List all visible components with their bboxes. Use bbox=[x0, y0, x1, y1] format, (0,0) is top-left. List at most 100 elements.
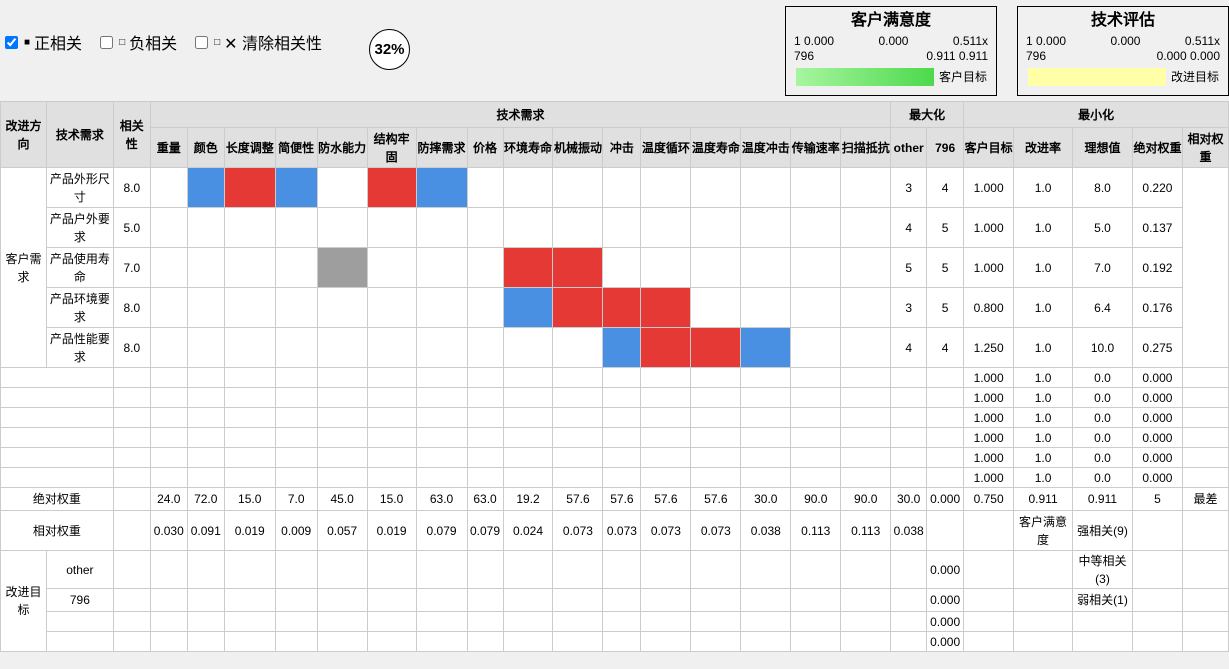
clear-correlation-option[interactable]: □ ✕ 清除相关性 bbox=[195, 30, 322, 54]
correlation-cell[interactable] bbox=[740, 327, 792, 368]
tech-column-header[interactable]: 重量 bbox=[149, 127, 188, 168]
target-cell[interactable] bbox=[366, 631, 417, 652]
empty-cell[interactable] bbox=[740, 387, 792, 408]
empty-cell[interactable] bbox=[740, 447, 792, 468]
empty-cell[interactable] bbox=[640, 367, 692, 388]
empty-cell[interactable] bbox=[502, 427, 554, 448]
empty-cell[interactable] bbox=[366, 467, 417, 488]
correlation-cell[interactable] bbox=[149, 247, 188, 288]
correlation-cell[interactable] bbox=[690, 167, 742, 208]
empty-cell[interactable] bbox=[840, 447, 892, 468]
correlation-cell[interactable] bbox=[366, 327, 417, 368]
empty-cell[interactable] bbox=[415, 387, 468, 408]
correlation-cell[interactable] bbox=[186, 247, 225, 288]
target-cell[interactable] bbox=[466, 611, 504, 632]
empty-cell[interactable] bbox=[602, 407, 642, 428]
target-cell[interactable] bbox=[840, 550, 892, 589]
empty-cell[interactable] bbox=[690, 407, 742, 428]
empty-cell[interactable] bbox=[690, 467, 742, 488]
empty-cell[interactable] bbox=[316, 387, 368, 408]
target-cell[interactable] bbox=[366, 611, 417, 632]
target-cell[interactable] bbox=[640, 588, 692, 612]
correlation-cell[interactable] bbox=[640, 287, 692, 328]
target-cell[interactable] bbox=[740, 611, 792, 632]
correlation-cell[interactable] bbox=[186, 207, 225, 248]
empty-cell[interactable] bbox=[149, 367, 188, 388]
empty-cell[interactable] bbox=[316, 367, 368, 388]
correlation-cell[interactable] bbox=[316, 207, 368, 248]
target-cell[interactable] bbox=[186, 550, 225, 589]
correlation-cell[interactable] bbox=[366, 247, 417, 288]
negative-checkbox[interactable] bbox=[100, 35, 114, 49]
empty-cell[interactable] bbox=[366, 367, 417, 388]
correlation-cell[interactable] bbox=[466, 247, 504, 288]
empty-cell[interactable] bbox=[602, 387, 642, 408]
target-cell[interactable] bbox=[112, 588, 151, 612]
empty-cell[interactable] bbox=[790, 447, 842, 468]
empty-cell[interactable] bbox=[640, 387, 692, 408]
empty-cell[interactable] bbox=[112, 387, 151, 408]
correlation-cell[interactable] bbox=[552, 287, 604, 328]
correlation-cell[interactable] bbox=[690, 327, 742, 368]
correlation-cell[interactable] bbox=[502, 207, 554, 248]
target-cell[interactable] bbox=[316, 611, 368, 632]
correlation-cell[interactable] bbox=[415, 247, 468, 288]
empty-cell[interactable] bbox=[274, 407, 318, 428]
correlation-cell[interactable] bbox=[690, 207, 742, 248]
empty-cell[interactable] bbox=[840, 367, 892, 388]
empty-cell[interactable] bbox=[740, 367, 792, 388]
target-cell[interactable] bbox=[740, 550, 792, 589]
tech-column-header[interactable]: 结构牢固 bbox=[366, 127, 417, 168]
target-cell[interactable] bbox=[602, 550, 642, 589]
empty-cell[interactable] bbox=[552, 407, 604, 428]
empty-cell[interactable] bbox=[790, 467, 842, 488]
empty-cell[interactable] bbox=[840, 387, 892, 408]
correlation-cell[interactable] bbox=[149, 287, 188, 328]
correlation-cell[interactable] bbox=[552, 327, 604, 368]
correlation-cell[interactable] bbox=[466, 287, 504, 328]
target-cell[interactable] bbox=[552, 631, 604, 652]
empty-cell[interactable] bbox=[112, 367, 151, 388]
correlation-cell[interactable] bbox=[840, 327, 892, 368]
empty-cell[interactable] bbox=[186, 367, 225, 388]
target-cell[interactable] bbox=[223, 588, 276, 612]
correlation-cell[interactable] bbox=[366, 287, 417, 328]
tech-column-header[interactable]: 颜色 bbox=[186, 127, 225, 168]
correlation-cell[interactable] bbox=[640, 207, 692, 248]
tech-column-header[interactable]: 机械振动 bbox=[552, 127, 604, 168]
empty-cell[interactable] bbox=[640, 427, 692, 448]
correlation-cell[interactable] bbox=[602, 167, 642, 208]
empty-cell[interactable] bbox=[640, 407, 692, 428]
target-cell[interactable] bbox=[790, 550, 842, 589]
empty-cell[interactable] bbox=[502, 467, 554, 488]
empty-cell[interactable] bbox=[223, 387, 276, 408]
target-cell[interactable] bbox=[502, 611, 554, 632]
empty-cell[interactable] bbox=[366, 387, 417, 408]
empty-cell[interactable] bbox=[602, 467, 642, 488]
empty-cell[interactable] bbox=[415, 447, 468, 468]
target-cell[interactable] bbox=[690, 588, 742, 612]
correlation-cell[interactable] bbox=[274, 327, 318, 368]
target-cell[interactable] bbox=[740, 588, 792, 612]
target-cell[interactable] bbox=[740, 631, 792, 652]
correlation-cell[interactable] bbox=[740, 287, 792, 328]
tech-column-header[interactable]: 温度循环 bbox=[640, 127, 692, 168]
empty-cell[interactable] bbox=[602, 447, 642, 468]
correlation-cell[interactable] bbox=[466, 327, 504, 368]
empty-cell[interactable] bbox=[274, 447, 318, 468]
empty-cell[interactable] bbox=[223, 367, 276, 388]
empty-cell[interactable] bbox=[840, 427, 892, 448]
tech-column-header[interactable]: 扫描抵抗 bbox=[840, 127, 892, 168]
target-cell[interactable] bbox=[502, 550, 554, 589]
target-cell[interactable] bbox=[840, 611, 892, 632]
correlation-cell[interactable] bbox=[274, 247, 318, 288]
positive-correlation-option[interactable]: ■ 正相关 bbox=[5, 30, 82, 54]
empty-cell[interactable] bbox=[415, 467, 468, 488]
empty-cell[interactable] bbox=[552, 367, 604, 388]
empty-cell[interactable] bbox=[366, 447, 417, 468]
empty-cell[interactable] bbox=[112, 467, 151, 488]
target-cell[interactable] bbox=[790, 631, 842, 652]
target-cell[interactable] bbox=[466, 588, 504, 612]
empty-cell[interactable] bbox=[223, 427, 276, 448]
correlation-cell[interactable] bbox=[790, 207, 842, 248]
